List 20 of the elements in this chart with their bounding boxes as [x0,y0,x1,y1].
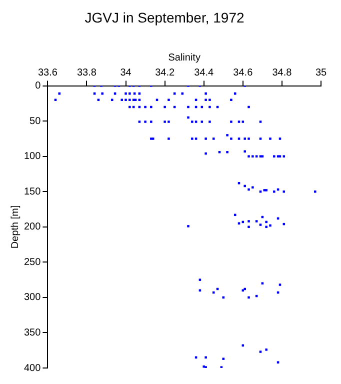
chart-title: JGVJ in September, 1972 [84,9,244,26]
x-tick-label: 35 [315,68,327,79]
x-tick-label: 33.6 [38,68,58,79]
x-tick-label: 34.4 [194,68,214,79]
y-tick-label: 250 [24,256,42,268]
x-axis-title: Salinity [168,52,200,64]
y-axis-title: Depth [m] [10,205,21,249]
x-tick-label: 33.8 [76,68,97,79]
y-tick-label: 0 [35,80,42,92]
y-tick-label: 200 [24,222,42,233]
y-tick-label: 50 [30,116,42,127]
x-tick-label: 34.6 [233,68,254,79]
x-tick-label: 34 [120,68,132,79]
y-tick-label: 100 [24,151,42,162]
y-tick-label: 150 [24,186,42,198]
x-tick-label: 34.2 [155,68,175,79]
y-tick-label: 300 [24,292,42,304]
x-tick-label: 34.8 [272,68,292,79]
y-tick-label: 350 [24,327,42,338]
y-tick-label: 400 [24,362,42,374]
